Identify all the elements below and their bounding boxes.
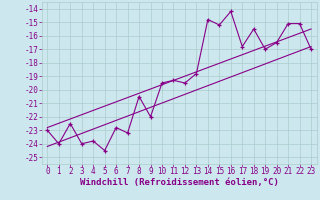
X-axis label: Windchill (Refroidissement éolien,°C): Windchill (Refroidissement éolien,°C) xyxy=(80,178,279,187)
